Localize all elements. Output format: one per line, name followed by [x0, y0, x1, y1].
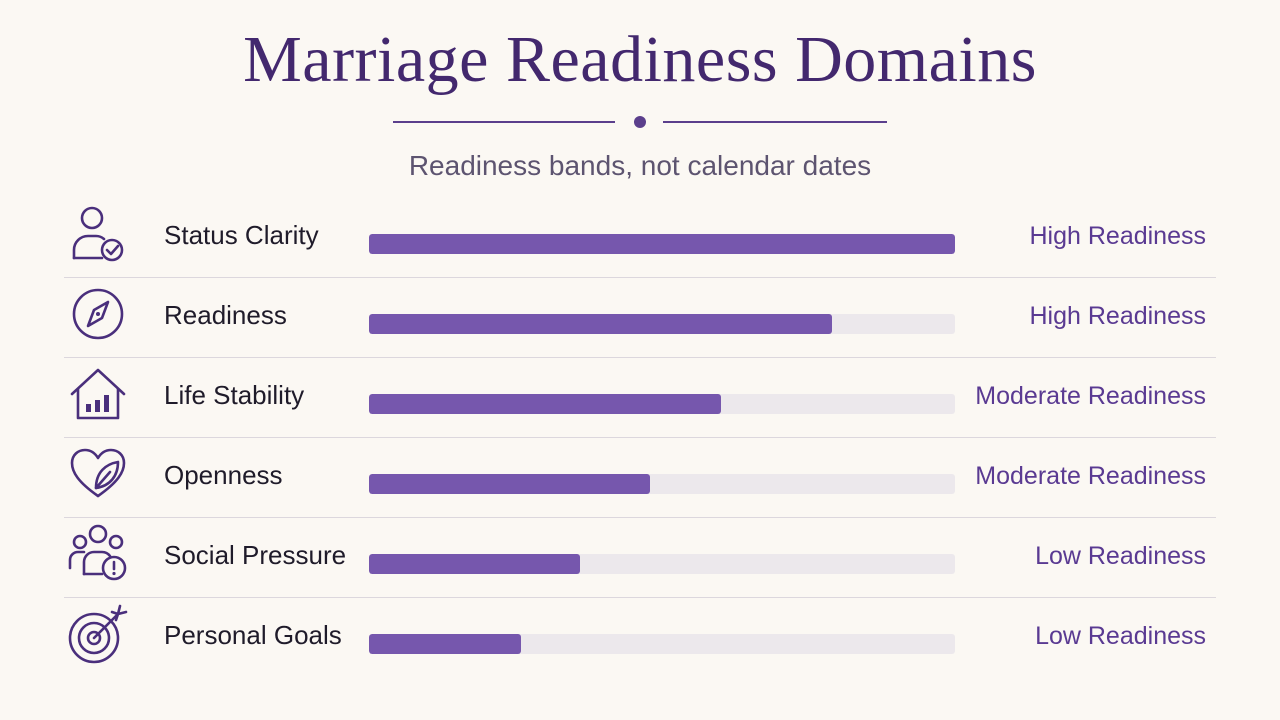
bar [369, 474, 651, 494]
domain-label: Status Clarity [164, 220, 319, 250]
compass-icon [66, 282, 130, 346]
heart-leaf-icon [66, 442, 130, 506]
chart-subtitle: Readiness bands, not calendar dates [408, 150, 872, 181]
domain-row: Social Pressure Low Readiness [64, 518, 1216, 598]
bar [369, 234, 955, 254]
bar-track [369, 634, 955, 654]
bar [369, 554, 580, 574]
house-chart-icon [66, 362, 130, 426]
title-divider-left [393, 121, 615, 123]
domain-label: Life Stability [164, 380, 305, 410]
row-divider [64, 357, 1216, 358]
bar [369, 394, 721, 414]
row-divider [64, 597, 1216, 598]
bar-track [369, 234, 955, 254]
bar-track [369, 554, 955, 574]
domain-row: Life Stability Moderate Readiness [64, 358, 1216, 438]
bar-track [369, 314, 955, 334]
person-check-icon [66, 202, 130, 266]
domain-row: Status Clarity High Readiness [64, 198, 1216, 278]
domain-row: Readiness High Readiness [64, 278, 1216, 358]
title-divider-dot [634, 116, 646, 128]
bar-track [369, 474, 955, 494]
readiness-band-label: High Readiness [1029, 302, 1207, 330]
row-divider [64, 277, 1216, 278]
group-alert-icon [66, 522, 130, 586]
chart-title: Marriage Readiness Domains [243, 23, 1037, 96]
domain-label: Social Pressure [164, 540, 347, 570]
target-arrow-icon [66, 602, 130, 666]
bar [369, 634, 522, 654]
readiness-band-label: Low Readiness [1035, 622, 1206, 650]
bar [369, 314, 832, 334]
domain-row: Openness Moderate Readiness [64, 438, 1216, 518]
bar-track [369, 394, 955, 414]
readiness-band-label: High Readiness [1029, 222, 1207, 250]
row-divider [64, 517, 1216, 518]
domain-label: Personal Goals [164, 620, 342, 650]
domain-row: Personal Goals Low Readiness [64, 598, 1216, 678]
readiness-band-label: Moderate Readiness [975, 382, 1206, 410]
domain-label: Readiness [164, 300, 287, 330]
readiness-band-label: Low Readiness [1035, 542, 1206, 570]
readiness-band-label: Moderate Readiness [975, 462, 1206, 490]
domain-label: Openness [164, 460, 283, 490]
title-divider-right [663, 121, 887, 123]
row-divider [64, 437, 1216, 438]
